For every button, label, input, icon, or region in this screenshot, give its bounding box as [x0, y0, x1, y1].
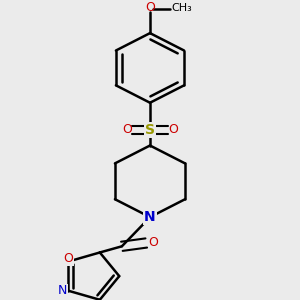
Text: S: S	[145, 123, 155, 137]
Text: CH₃: CH₃	[172, 3, 193, 13]
Text: O: O	[145, 2, 155, 14]
Text: O: O	[148, 236, 158, 250]
Text: O: O	[63, 252, 73, 266]
Text: N: N	[58, 284, 67, 297]
Text: O: O	[122, 123, 132, 136]
Text: N: N	[144, 210, 156, 224]
Text: O: O	[168, 123, 178, 136]
